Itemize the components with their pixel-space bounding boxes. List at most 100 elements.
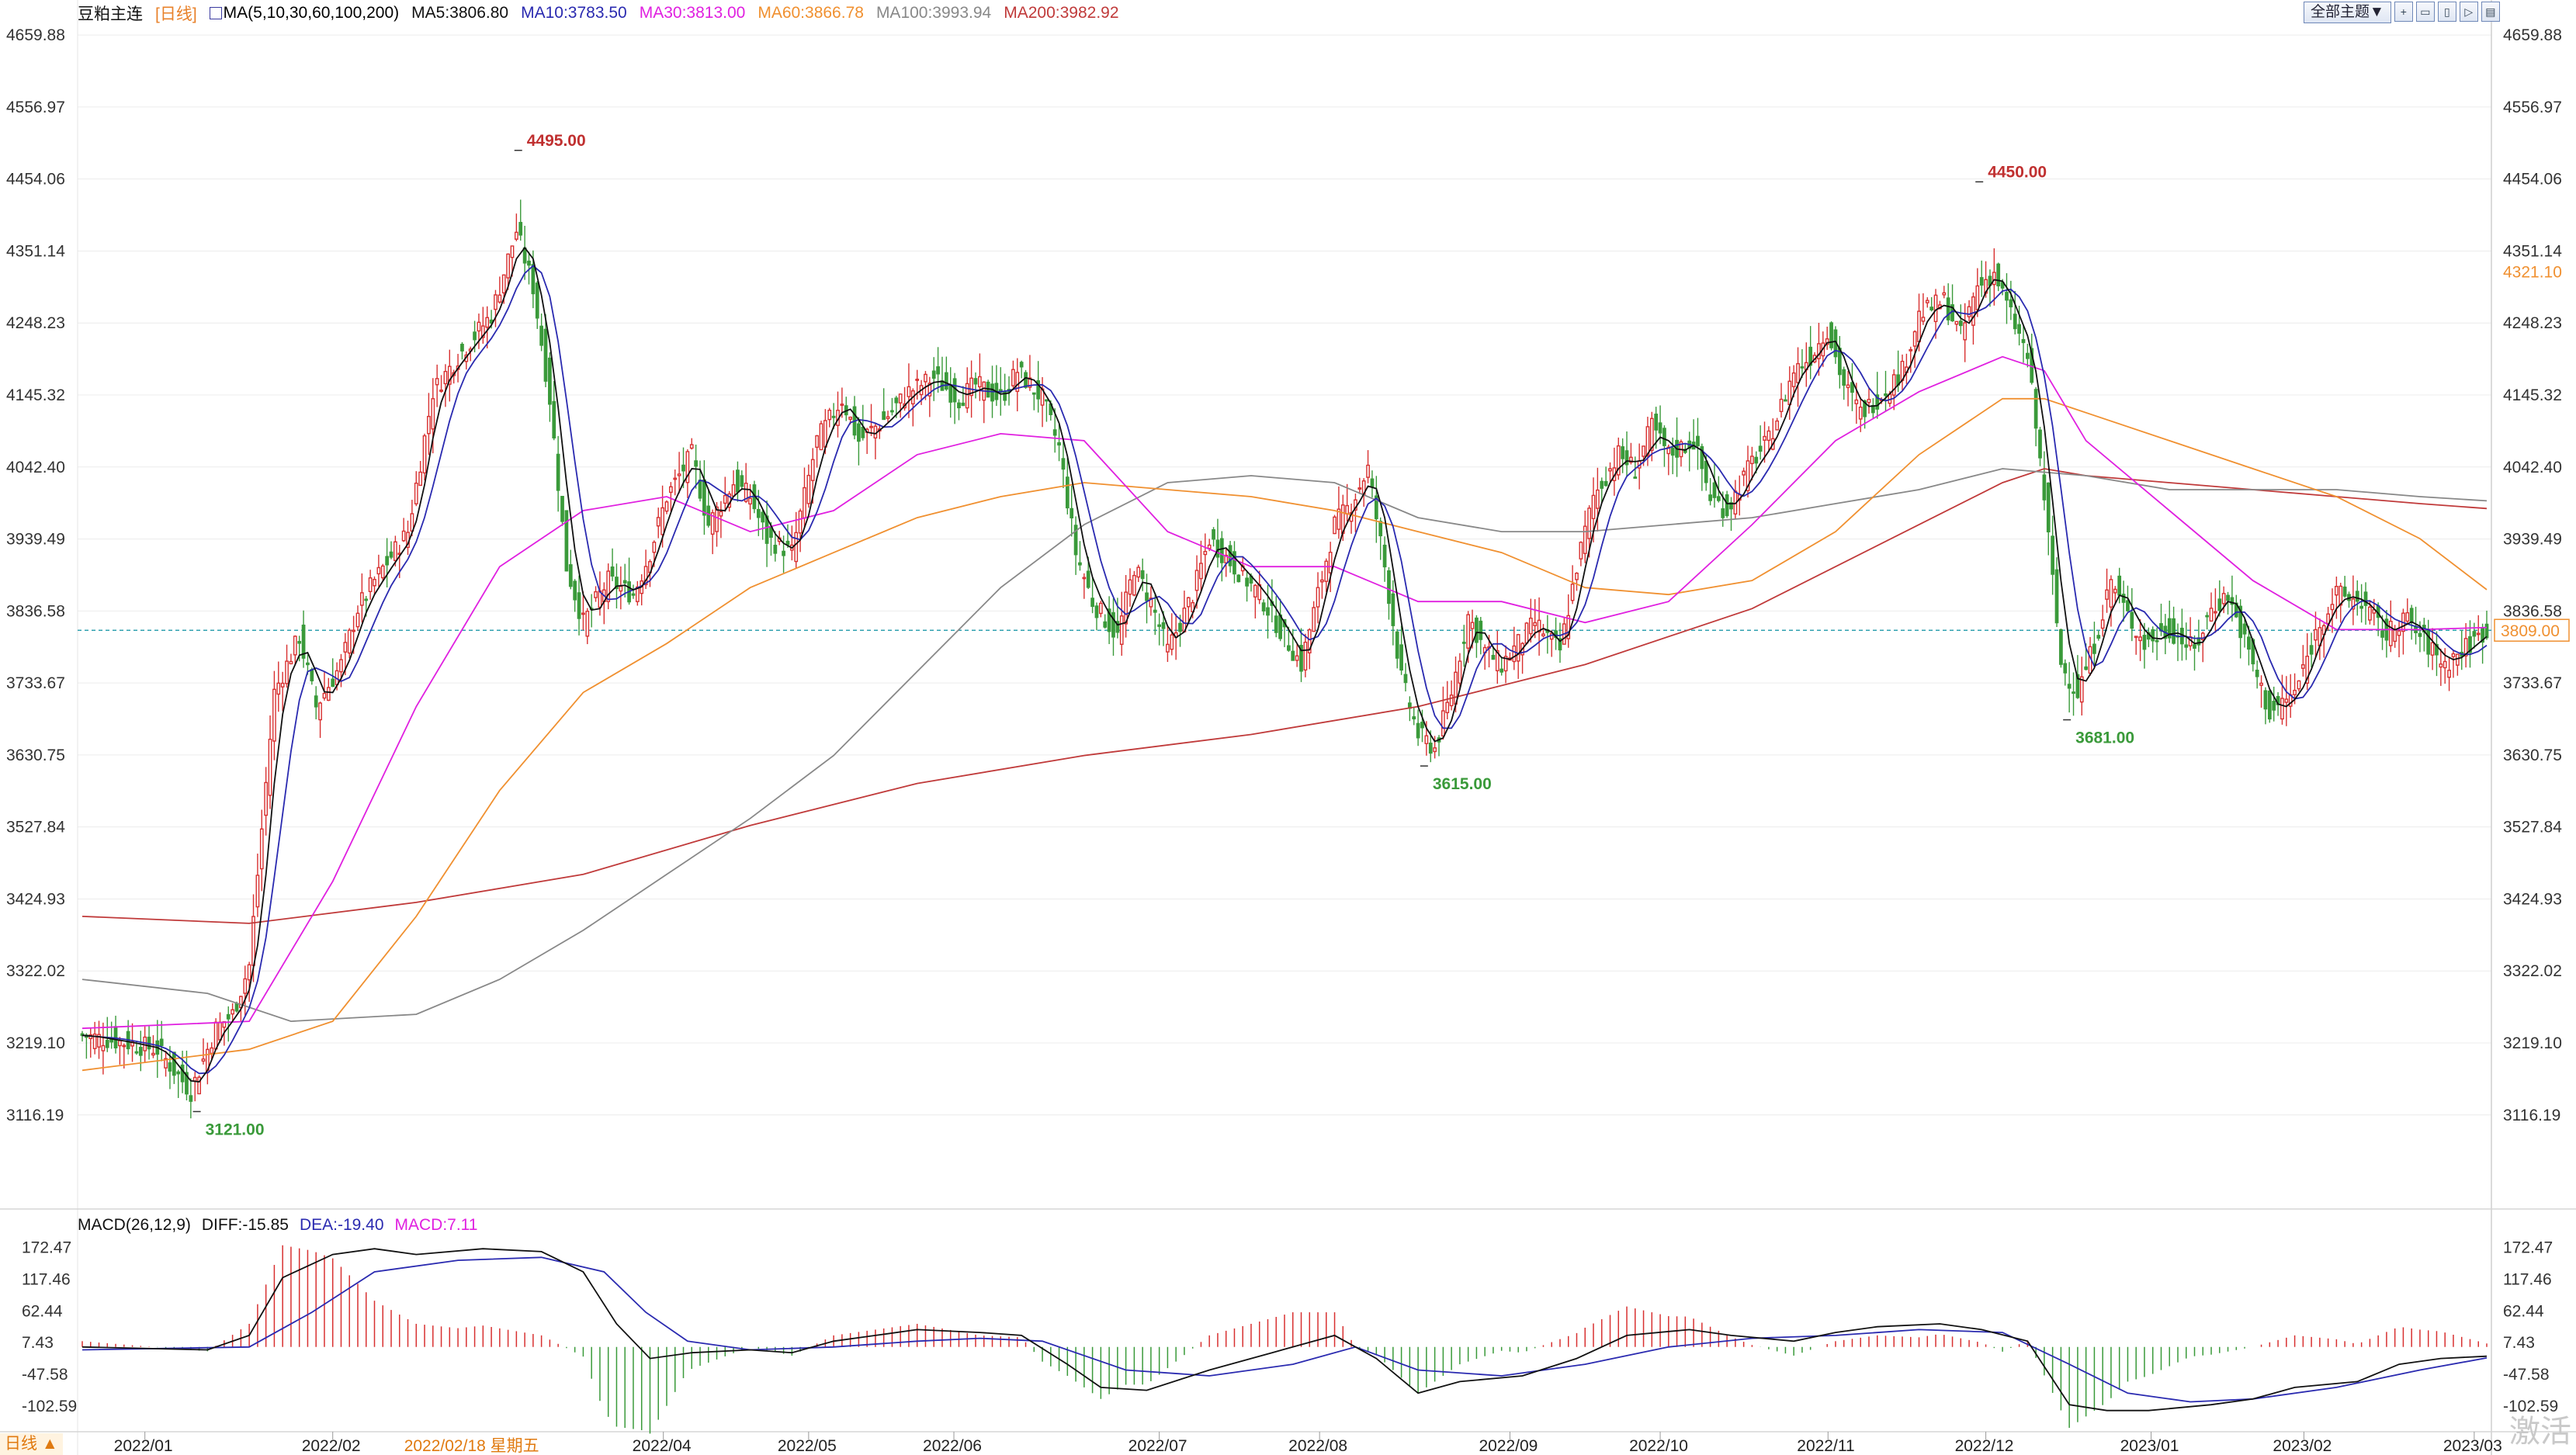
candle-body [2272, 701, 2276, 711]
price-tick-right: 4454.06 [2503, 171, 2562, 189]
candle-body [577, 592, 581, 619]
candle-body [92, 1033, 97, 1049]
play-icon[interactable]: ▷ [2459, 2, 2478, 22]
ma10-line [81, 265, 2488, 1075]
layout-icon[interactable]: ▤ [2481, 2, 2500, 22]
candle-body [1587, 508, 1591, 539]
candle-body [1929, 307, 1934, 310]
candle-body [1775, 420, 1780, 431]
candle-body [2105, 589, 2109, 600]
date-label: 2023/01 [2120, 1437, 2179, 1455]
candle-body [1533, 622, 1538, 626]
candle-body [2355, 591, 2359, 602]
candle-body [660, 507, 664, 535]
candle-body [352, 629, 355, 632]
candle-body [1078, 562, 1082, 566]
candle-body [1366, 464, 1370, 478]
instrument-name[interactable]: 豆粕主连 [78, 5, 143, 23]
candle-body [2363, 591, 2368, 606]
candle-body [1382, 544, 1387, 568]
price-tick-left: 4351.14 [6, 242, 65, 260]
candle-body [473, 331, 477, 341]
candle-body [280, 682, 285, 688]
period-badge[interactable]: 日线 ▲ [0, 1433, 63, 1455]
candle-body [1316, 587, 1320, 608]
candle-body [485, 317, 490, 328]
candle-body [2121, 594, 2126, 603]
candle-body [1445, 702, 1450, 714]
candle-body [2280, 698, 2284, 720]
candle-body [1128, 579, 1132, 595]
extreme-label: 3615.00 [1433, 775, 1492, 793]
candle-body [615, 577, 619, 590]
candle-body [1065, 476, 1070, 509]
candle-body [368, 577, 373, 592]
candle-body [1629, 456, 1633, 463]
macd-tick-left: 7.43 [22, 1334, 54, 1352]
candle-body [1233, 551, 1236, 575]
candle-body [2463, 638, 2468, 656]
candle-body [1149, 598, 1153, 608]
period-label[interactable]: [日线] [155, 5, 197, 23]
candle-body [2326, 613, 2330, 625]
ma-value-0: MA5:3806.80 [411, 4, 509, 22]
candle-body [2092, 643, 2096, 654]
candle-body [673, 477, 678, 480]
candle-body [1266, 607, 1270, 616]
candle-body [1499, 668, 1504, 673]
zoom-out-icon[interactable]: ▭ [2415, 2, 2435, 22]
candle-body [1975, 285, 1980, 310]
candle-body [894, 397, 899, 404]
candle-body [1299, 645, 1303, 672]
candle-body [2397, 630, 2401, 636]
macd-params[interactable]: MACD(26,12,9) [78, 1216, 191, 1234]
date-label: 2022/08 [1288, 1437, 1347, 1455]
candle-body [1378, 521, 1383, 537]
candle-body [1566, 615, 1571, 639]
candle-body [435, 378, 439, 386]
crosshair-icon[interactable]: + [2394, 2, 2413, 22]
candle-body [151, 1052, 155, 1056]
ma-value-5: MA200:3982.92 [1004, 4, 1119, 22]
candle-body [610, 566, 615, 577]
candle-body [1942, 292, 1947, 296]
price-tick-left: 3527.84 [6, 819, 65, 837]
candle-body [1858, 406, 1863, 420]
candle-body [1003, 391, 1007, 401]
ma-value-3: MA60:3866.78 [758, 4, 864, 22]
zoom-in-icon[interactable]: ▯ [2437, 2, 2456, 22]
candle-body [1186, 597, 1191, 608]
candle-body [924, 373, 927, 383]
candle-body [798, 510, 803, 534]
candle-body [1867, 398, 1871, 404]
candle-body [1161, 622, 1166, 629]
candle-body [2330, 604, 2335, 611]
candle-body [1603, 480, 1608, 487]
candle-body [1333, 516, 1337, 535]
candle-body [1028, 377, 1032, 388]
candle-body [1700, 445, 1704, 469]
candle-body [1082, 577, 1087, 580]
candle-body [2117, 575, 2122, 596]
candle-body [952, 378, 957, 403]
candle-body [439, 390, 443, 392]
candle-body [2026, 352, 2030, 359]
candle-body [2247, 636, 2251, 650]
candle-body [1591, 494, 1596, 519]
candle-body [1312, 607, 1316, 632]
candle-body [2221, 593, 2226, 605]
candle-body [1624, 450, 1629, 466]
candle-body [1512, 645, 1517, 663]
candle-body [886, 416, 890, 420]
candle-body [1996, 263, 2001, 287]
candle-body [2038, 429, 2042, 459]
macd-legend: MACD(26,12,9) DIFF:-15.85 DEA:-19.40 MAC… [78, 1214, 477, 1236]
candle-body [2033, 389, 2038, 429]
candle-body [1817, 343, 1821, 359]
candle-body [803, 487, 806, 519]
ma-indicator-label[interactable]: MA(5,10,30,60,100,200) [209, 4, 399, 23]
theme-select[interactable]: 全部主题▼ [2304, 2, 2391, 23]
date-label: 2023/02 [2273, 1437, 2332, 1455]
candle-body [927, 383, 932, 397]
